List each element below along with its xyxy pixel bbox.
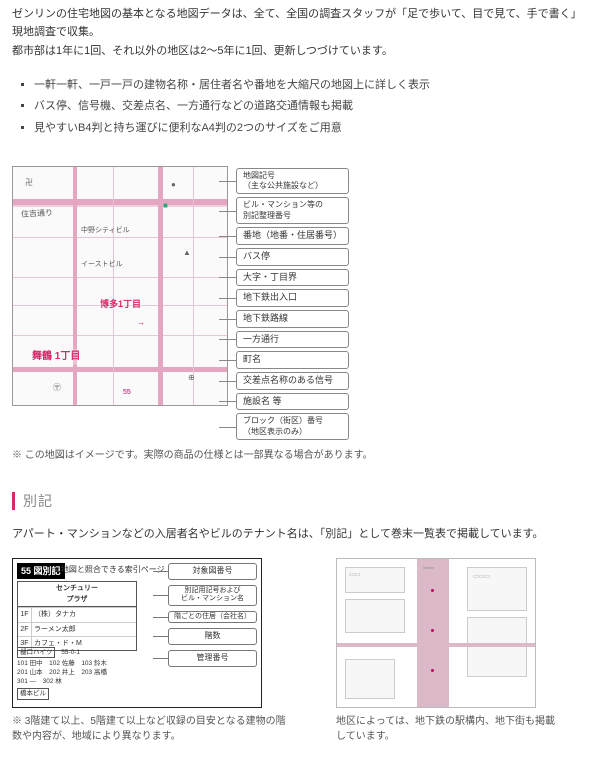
feature-list: 一軒一軒、一戸一戸の建物名称・居住者名や番地を大縮尺の地図上に詳しく表示 バス停…	[12, 77, 589, 138]
legend-item: 階数	[168, 628, 257, 645]
legend-item: 交差点名称のある信号	[236, 372, 349, 390]
intro-block: ゼンリンの住宅地図の基本となる地図データは、全て、全国の調査スタッフが「足で歩い…	[12, 6, 589, 61]
appendix-caption: ※ 3階建て以上、5階建て以上など収録の目安となる建物の階数や内容が、地域により…	[12, 714, 292, 744]
legend-item: 一方通行	[236, 331, 349, 349]
legend-item: 町名	[236, 351, 349, 369]
legend-item: 対象図番号	[168, 563, 257, 580]
legend-item: 施設名 等	[236, 393, 349, 411]
legend-item: 地下鉄出入口	[236, 289, 349, 307]
heading-bar-icon	[12, 492, 15, 510]
table-row: 1F（株）タナカ	[18, 607, 136, 621]
appendix-page-number: 55	[21, 566, 31, 576]
intro-line-1: ゼンリンの住宅地図の基本となる地図データは、全て、全国の調査スタッフが「足で歩い…	[12, 6, 589, 41]
map-disclaimer: ※ この地図はイメージです。実際の商品の仕様とは一部異なる場合があります。	[12, 448, 589, 464]
appendix-building-table: センチュリープラザ 1F（株）タナカ 2Fラーメン太郎 3Fカフェ・ド・M	[17, 581, 137, 651]
intro-line-2: 都市部は1年に1回、それ以外の地区は2〜5年に1回、更新しつづけています。	[12, 43, 589, 61]
legend-item: 地図記号（主な公共施設など）	[236, 168, 349, 195]
legend-item: 大字・丁目界	[236, 269, 349, 287]
legend-item: 地下鉄路線	[236, 310, 349, 328]
appendix-sample-image: 55 図別記 ▲地図と照合できる索引ページ センチュリープラザ 1F（株）タナカ…	[12, 558, 262, 708]
legend-item: 別記用記号およびビル・マンション名	[168, 585, 257, 606]
appendix-legend: 対象図番号 別記用記号およびビル・マンション名 階ごとの住居（会社名） 階数 管…	[168, 563, 257, 667]
section-description: アパート・マンションなどの入居者名やビルのテナント名は、「別記」として巻末一覧表…	[12, 526, 589, 544]
legend-item: ブロック（街区）番号（地区表示のみ）	[236, 413, 349, 440]
map-legend: 地図記号（主な公共施設など） ビル・マンション等の別記整理番号 番地（地番・住居…	[236, 168, 349, 441]
feature-item: 見やすいB4判と持ち運びに便利なA4判の2つのサイズをご用意	[34, 120, 589, 138]
building-label: 中野シティビル	[81, 225, 130, 236]
area-label: 博多1丁目	[99, 297, 142, 311]
sample-map-image: 住吉通り 中野シティビル イーストビル 博多1丁目 舞鶴 1丁目 卍 〶 ● ■…	[12, 166, 228, 406]
legend-item: 階ごとの住居（会社名）	[168, 611, 257, 623]
legend-item: 管理番号	[168, 650, 257, 667]
area-label: 舞鶴 1丁目	[31, 349, 81, 365]
feature-item: バス停、信号機、交差点名、一方通行などの道路交通情報も掲載	[34, 98, 589, 116]
appendix-column: 55 図別記 ▲地図と照合できる索引ページ センチュリープラザ 1F（株）タナカ…	[12, 558, 292, 744]
subway-column: ━━━ ▭▭ ▭▭▭ 地区によっては、地下鉄の駅構内、地下街も掲載しています。	[336, 558, 556, 744]
subway-caption: 地区によっては、地下鉄の駅構内、地下街も掲載しています。	[336, 714, 556, 744]
appendix-resident-list: 樋口ハイツ 55-0-1 101 田中 102 佐藤 103 鈴木 201 山本…	[17, 647, 107, 699]
section-title: 別記	[23, 490, 53, 512]
section-heading: 別記	[12, 490, 589, 512]
table-header: センチュリープラザ	[18, 582, 136, 607]
street-label: 住吉通り	[21, 207, 54, 221]
feature-item: 一軒一軒、一戸一戸の建物名称・居住者名や番地を大縮尺の地図上に詳しく表示	[34, 77, 589, 95]
subway-sample-image: ━━━ ▭▭ ▭▭▭	[336, 558, 536, 708]
legend-item: 番地（地番・住居番号）	[236, 227, 349, 245]
sample-map-figure: 住吉通り 中野シティビル イーストビル 博多1丁目 舞鶴 1丁目 卍 〶 ● ■…	[12, 166, 589, 465]
table-row: 2Fラーメン太郎	[18, 622, 136, 636]
legend-item: バス停	[236, 248, 349, 266]
legend-item: ビル・マンション等の別記整理番号	[236, 197, 349, 224]
appendix-subheading: ▲地図と照合できる索引ページ	[53, 564, 165, 577]
building-label: イーストビル	[81, 259, 123, 270]
